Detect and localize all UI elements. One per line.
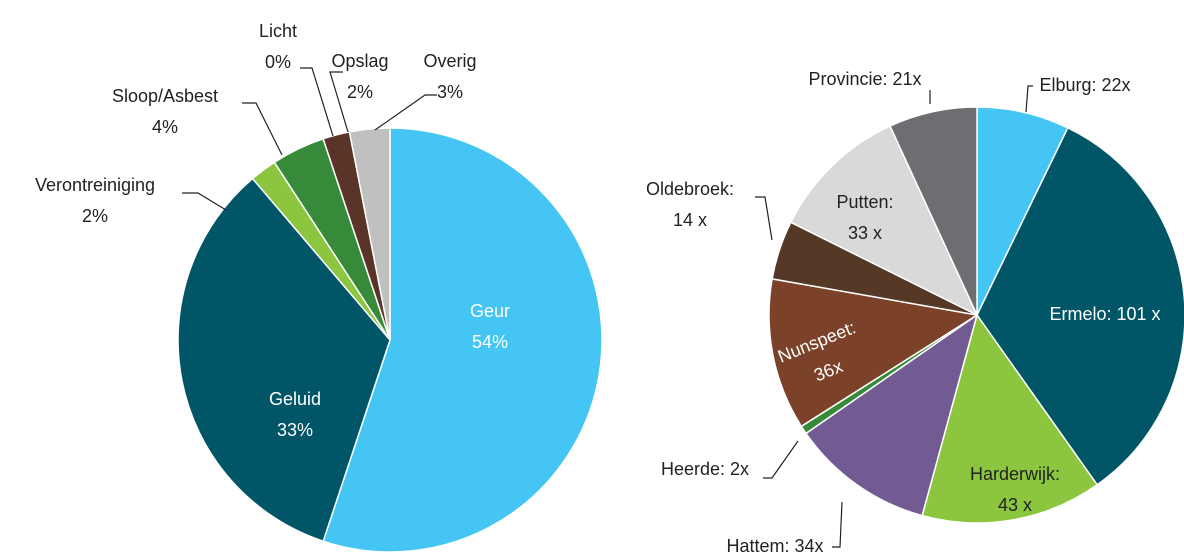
pie-slice [348, 127, 391, 341]
slice-label: 14 x [673, 210, 707, 230]
slice-label: 33 x [848, 223, 882, 243]
slice-label: Elburg: 22x [1039, 75, 1130, 95]
slice-label: 4% [152, 117, 178, 137]
leader-line [374, 94, 437, 131]
slice-label: 33% [277, 420, 313, 440]
slice-label: 3% [437, 82, 463, 102]
pie-slice [804, 313, 979, 517]
slice-label: 43 x [998, 495, 1032, 515]
slice-label: Oldebroek: [646, 179, 734, 199]
leader-line [832, 501, 843, 548]
slice-label: Overig [423, 51, 476, 71]
leader-line [329, 71, 349, 133]
slice-label: 2% [82, 206, 108, 226]
slice-label: Ermelo: 101 x [1049, 304, 1160, 324]
slice-label: 2% [347, 82, 373, 102]
slice-label: Sloop/Asbest [112, 86, 218, 106]
pie-slice [921, 313, 1099, 524]
pie-slice [976, 126, 1184, 486]
slice-label: Licht [259, 21, 297, 41]
pie-slice [789, 125, 979, 317]
pie-slice [177, 177, 391, 543]
pie-slice [768, 278, 980, 428]
slice-label: 54% [472, 332, 508, 352]
leader-line [763, 440, 799, 479]
slice-label: Provincie: 21x [808, 69, 921, 89]
leader-line [755, 196, 773, 241]
pie-slice [322, 127, 603, 553]
slice-label: Hattem: 34x [726, 536, 823, 555]
leader-line [300, 67, 334, 137]
slice-label: Verontreiniging [35, 175, 155, 195]
leader-line [1025, 85, 1033, 113]
leader-line [242, 102, 283, 156]
pie-slice [889, 106, 978, 316]
slice-label: Putten: [836, 192, 893, 212]
slice-label: Geluid [269, 389, 321, 409]
slice-label: Geur [470, 301, 510, 321]
slice-label: Harderwijk: [970, 464, 1060, 484]
slice-label: Heerde: 2x [661, 459, 749, 479]
leader-line [182, 192, 227, 211]
slice-label: 0% [265, 52, 291, 72]
slice-label: Opslag [331, 51, 388, 71]
